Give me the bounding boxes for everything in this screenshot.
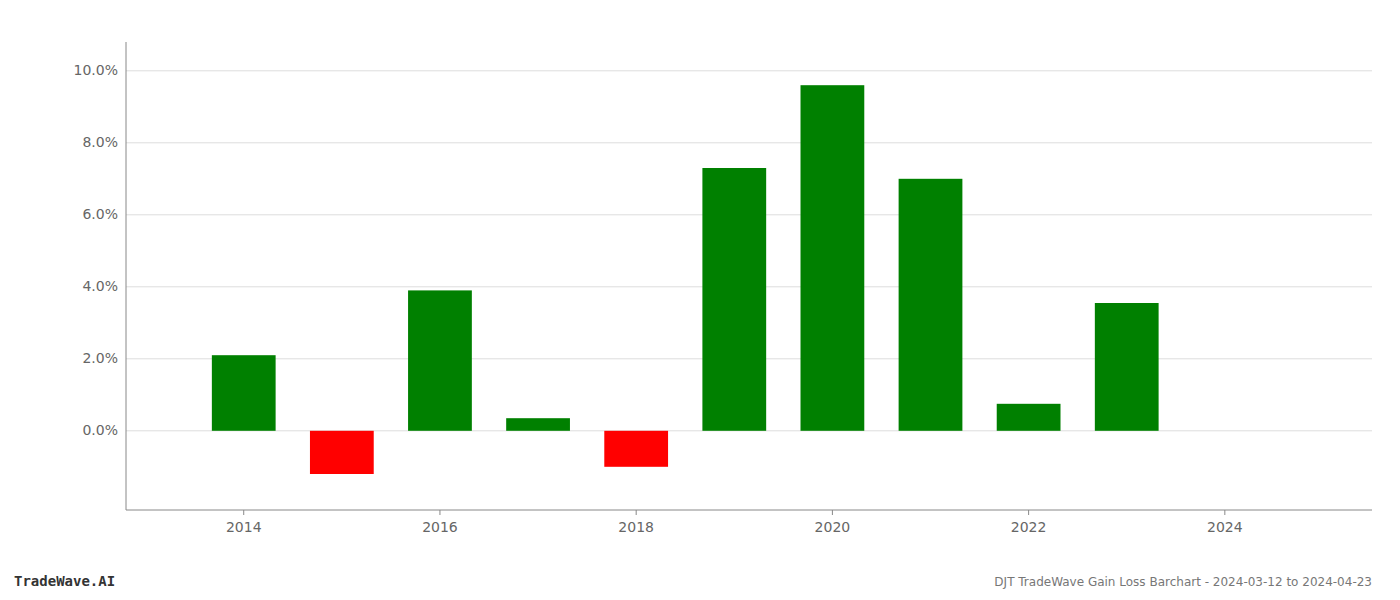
grid-line bbox=[126, 70, 1372, 71]
axes: 0.0% 2.0% 4.0% 6.0% 8.0% 10.0% 2014 2016 2018 202… bbox=[74, 42, 1372, 535]
y-tick-label: 8.0% bbox=[82, 134, 118, 150]
x-tick bbox=[243, 510, 244, 515]
grid-line bbox=[126, 142, 1372, 143]
bar bbox=[702, 168, 766, 431]
y-tick-label: 4.0% bbox=[82, 278, 118, 294]
bar bbox=[408, 290, 472, 430]
bar bbox=[506, 418, 570, 431]
x-tick-label: 2022 bbox=[1011, 519, 1047, 535]
watermark: TradeWave.AI bbox=[14, 573, 115, 589]
bar bbox=[310, 431, 374, 474]
x-tick bbox=[832, 510, 833, 515]
x-tick-label: 2020 bbox=[815, 519, 851, 535]
bar bbox=[801, 85, 865, 431]
x-tick bbox=[1224, 510, 1225, 515]
x-tick bbox=[439, 510, 440, 515]
chart: 0.0% 2.0% 4.0% 6.0% 8.0% 10.0% 2014 2016 2018 202… bbox=[0, 0, 1400, 600]
y-tick-label: 6.0% bbox=[82, 206, 118, 222]
bar bbox=[1095, 303, 1159, 431]
x-tick-label: 2016 bbox=[422, 519, 458, 535]
x-tick-label: 2024 bbox=[1207, 519, 1243, 535]
bar bbox=[604, 431, 668, 467]
bars bbox=[212, 85, 1159, 474]
x-tick-label: 2014 bbox=[226, 519, 262, 535]
x-tick bbox=[636, 510, 637, 515]
x-tick-label: 2018 bbox=[618, 519, 654, 535]
grid bbox=[126, 71, 1372, 431]
x-axis-line bbox=[126, 510, 1372, 511]
bar bbox=[899, 179, 963, 431]
x-tick bbox=[1028, 510, 1029, 515]
y-tick-label: 10.0% bbox=[74, 62, 118, 78]
y-tick-label: 2.0% bbox=[82, 350, 118, 366]
bar bbox=[212, 355, 276, 431]
y-axis-line bbox=[126, 42, 127, 510]
title: DJT TradeWave Gain Loss Barchart - 2024-… bbox=[994, 575, 1372, 589]
y-tick-label: 0.0% bbox=[82, 422, 118, 438]
bar bbox=[997, 404, 1061, 431]
